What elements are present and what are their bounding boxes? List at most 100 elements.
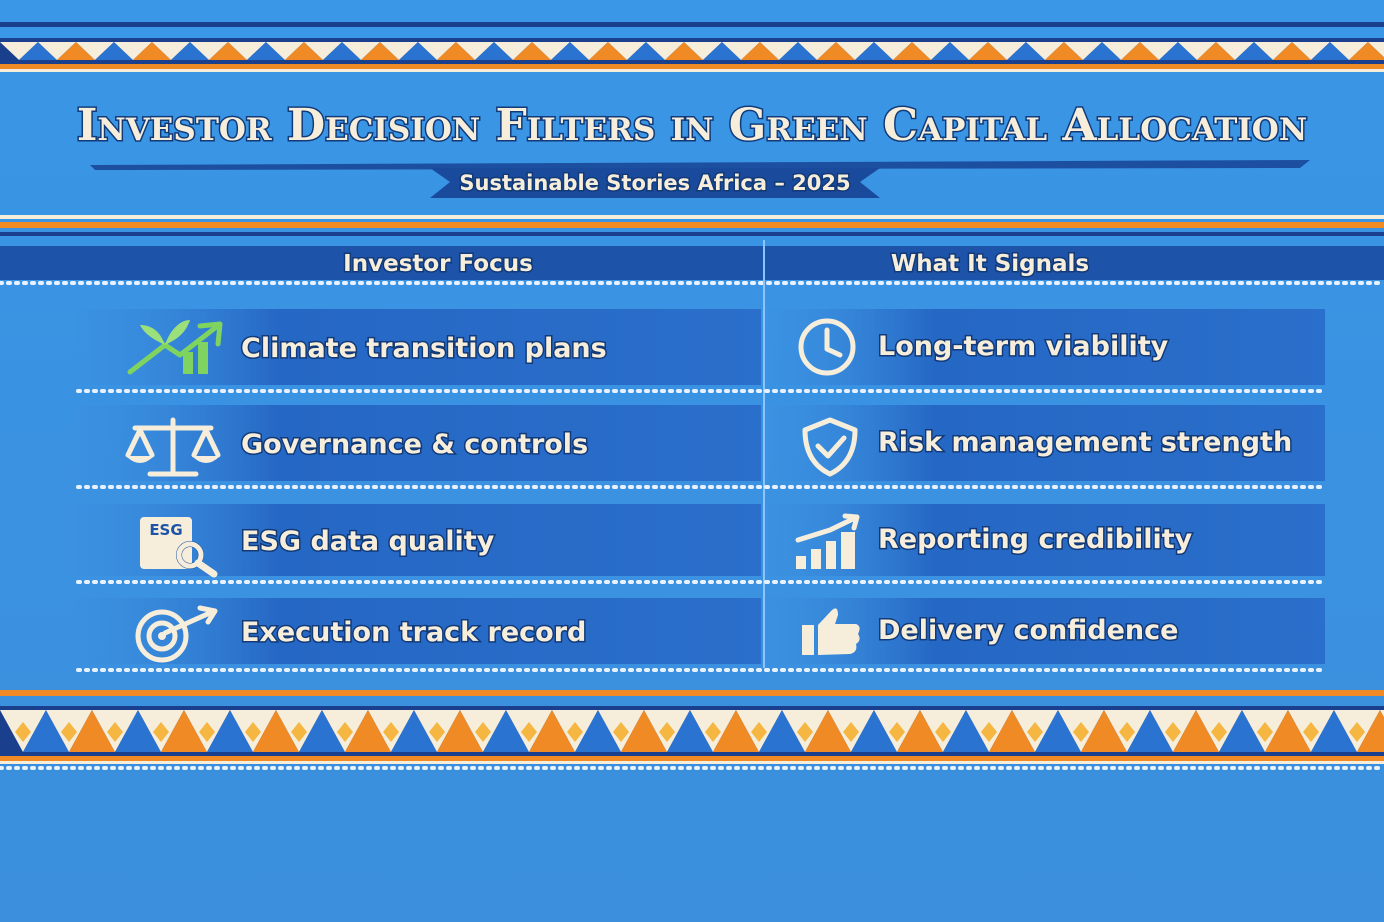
triangle (1173, 710, 1219, 752)
row-panel (75, 405, 761, 481)
diamond (153, 722, 169, 742)
triangle (575, 710, 621, 752)
diamond (291, 722, 307, 742)
triangle (1254, 42, 1292, 60)
row-panel (768, 504, 1325, 576)
diamond (245, 722, 261, 742)
cell-text: Long-term viability (878, 331, 1169, 362)
diamond (429, 722, 445, 742)
diamond (61, 722, 77, 742)
rows: Climate transition plans Long-term viabil… (75, 309, 1327, 672)
triangle (667, 710, 713, 752)
triangle (418, 42, 456, 60)
triangle (266, 42, 304, 60)
triangle (851, 710, 897, 752)
triangle (760, 42, 798, 60)
triangle (1311, 42, 1349, 60)
triangle (207, 710, 253, 752)
triangle (19, 42, 57, 60)
triangle (621, 710, 667, 752)
triangle (1035, 710, 1081, 752)
decoration (0, 22, 1384, 770)
icon-scales (125, 417, 221, 477)
triangle (665, 42, 703, 60)
triangle (1235, 42, 1273, 60)
triangle (190, 42, 228, 60)
triangle (1197, 42, 1235, 60)
triangle (1007, 42, 1045, 60)
triangle (1216, 42, 1254, 60)
diamond (15, 722, 31, 742)
band-stripe (0, 69, 1384, 72)
band-stripe (0, 690, 1384, 696)
triangle (798, 42, 836, 60)
triangle (76, 42, 114, 60)
triangle (893, 42, 931, 60)
triangle (608, 42, 646, 60)
diamond (1165, 722, 1181, 742)
band-stripe (0, 761, 1384, 764)
triangle (1159, 42, 1197, 60)
triangle (943, 710, 989, 752)
triangle (570, 42, 608, 60)
triangle (1127, 710, 1173, 752)
triangle (741, 42, 779, 60)
band-stripe (0, 215, 1384, 219)
triangle (0, 42, 38, 60)
triangle (1330, 42, 1368, 60)
diamond (889, 722, 905, 742)
subtitle-banner (430, 168, 880, 198)
diamond (1211, 722, 1227, 742)
column-header: What It Signals (891, 251, 1089, 277)
triangle (133, 42, 171, 60)
triangle (69, 710, 115, 752)
cell-text: Governance & controls (241, 429, 588, 460)
triangle (152, 42, 190, 60)
triangle (931, 42, 969, 60)
triangle (115, 710, 161, 752)
band-stripe (0, 64, 1384, 69)
triangle (437, 710, 483, 752)
diamond (843, 722, 859, 742)
triangle (299, 710, 345, 752)
diamond (337, 722, 353, 742)
triangle (646, 42, 684, 60)
band-stripe (0, 232, 1384, 236)
subtitle: Sustainable Stories Africa – 2025 (459, 171, 850, 195)
diamond (199, 722, 215, 742)
triangle (1219, 710, 1265, 752)
band-stripe (0, 222, 1384, 228)
triangle (1102, 42, 1140, 60)
cell-text: Climate transition plans (241, 333, 607, 364)
row-panel (768, 309, 1325, 385)
band-stripe (0, 22, 1384, 27)
triangle (285, 42, 323, 60)
triangle (1140, 42, 1178, 60)
title: Investor Decision Filters in Green Capit… (77, 100, 1307, 151)
row-panel (768, 598, 1325, 664)
triangle (1026, 42, 1064, 60)
triangle (874, 42, 912, 60)
triangle (713, 710, 759, 752)
triangle (532, 42, 570, 60)
icon-esg: ESG (140, 517, 218, 578)
triangle (897, 710, 943, 752)
diamond (1349, 722, 1365, 742)
cell-text: Risk management strength (878, 427, 1292, 458)
triangle (1083, 42, 1121, 60)
triangle (855, 42, 893, 60)
triangle (817, 42, 855, 60)
triangle (529, 710, 575, 752)
diamond (567, 722, 583, 742)
triangle (361, 42, 399, 60)
triangle (1357, 710, 1384, 752)
triangle (253, 710, 299, 752)
header-band (0, 246, 1384, 280)
row-panel (768, 405, 1325, 481)
triangle (1265, 710, 1311, 752)
triangle (759, 710, 805, 752)
triangle (38, 42, 76, 60)
triangle (551, 42, 589, 60)
triangle (684, 42, 722, 60)
